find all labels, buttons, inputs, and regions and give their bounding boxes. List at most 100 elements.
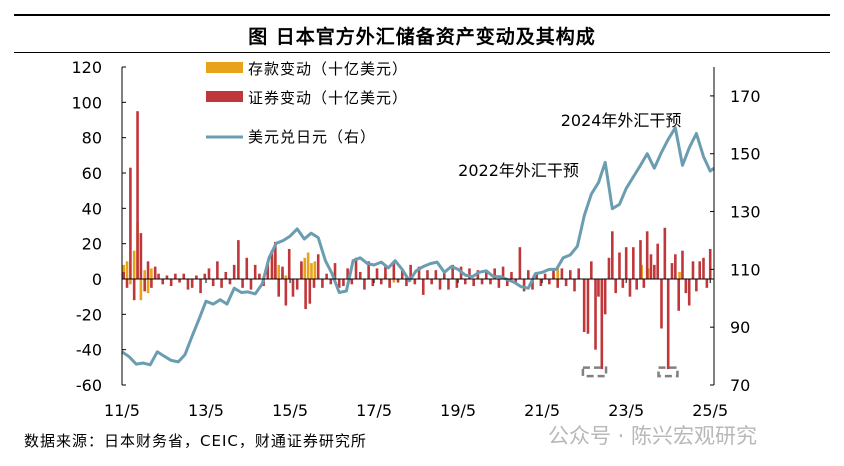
securities-bar — [698, 261, 702, 279]
securities-bar — [438, 279, 442, 290]
securities-bar — [392, 263, 396, 279]
securities-bar — [371, 279, 375, 287]
securities-bar — [597, 279, 600, 297]
securities-bar — [325, 273, 328, 279]
right-tick-label: 150 — [730, 145, 761, 164]
left-tick-label: -60 — [76, 376, 102, 395]
securities-bar — [560, 268, 564, 279]
left-tick-label: 120 — [71, 58, 102, 77]
x-tick-label: 17/5 — [356, 401, 392, 420]
securities-bar — [663, 227, 667, 279]
securities-bar — [195, 275, 198, 279]
securities-bar — [674, 254, 677, 279]
title-bar: 图 日本官方外汇储备资产变动及其构成 — [14, 14, 830, 53]
usdjpy-line — [121, 126, 715, 367]
securities-bar — [153, 266, 157, 279]
securities-bar — [480, 279, 484, 285]
securities-bar — [174, 273, 177, 279]
left-tick-label: 60 — [82, 164, 102, 183]
securities-bar — [146, 261, 150, 279]
securities-bar — [582, 279, 586, 332]
securities-bar — [220, 279, 223, 288]
securities-bar — [122, 271, 125, 279]
intervention-box — [581, 366, 608, 378]
securities-bar — [695, 279, 698, 292]
securities-bar — [677, 279, 681, 311]
deposit-bar — [143, 270, 146, 279]
securities-bar — [304, 279, 307, 310]
x-tick-label: 25/5 — [692, 401, 728, 420]
securities-bar — [258, 273, 261, 279]
right-tick-label: 110 — [730, 260, 761, 279]
securities-bar — [291, 279, 295, 297]
deposit-bar — [125, 261, 129, 279]
securities-bar — [199, 279, 202, 294]
securities-bar — [642, 279, 646, 288]
securities-bar — [308, 279, 312, 304]
left-tick-label: 80 — [82, 129, 102, 148]
securities-bar — [687, 279, 691, 306]
securities-bar — [253, 264, 257, 279]
deposit-bar — [277, 264, 281, 279]
securities-bar — [216, 261, 219, 279]
securities-bar — [182, 273, 186, 279]
securities-bar — [207, 268, 211, 279]
securities-bar — [409, 264, 412, 279]
deposit-bar — [129, 279, 132, 285]
securities-bar — [228, 279, 232, 285]
securities-bar — [321, 279, 324, 288]
securities-bar — [384, 266, 387, 279]
securities-bar — [277, 279, 281, 297]
legend-label: 存款变动（十亿美元） — [248, 60, 408, 78]
securities-bar — [656, 243, 659, 279]
securities-bar — [211, 279, 215, 287]
securities-bar — [165, 275, 169, 279]
intervention-box — [657, 366, 679, 378]
securities-bar — [463, 279, 467, 285]
securities-bar — [442, 271, 446, 279]
deposit-bar — [556, 268, 560, 279]
securities-bar — [684, 279, 688, 294]
securities-bar — [518, 247, 522, 279]
securities-bar — [660, 279, 663, 329]
chart-title: 图 日本官方外汇储备资产变动及其构成 — [248, 26, 596, 48]
deposit-bar — [306, 252, 310, 279]
x-tick-label: 13/5 — [188, 401, 224, 420]
securities-bar — [702, 257, 705, 279]
securities-bar — [224, 271, 228, 279]
securities-bar — [333, 263, 337, 279]
securities-bar — [329, 279, 333, 285]
securities-bar — [573, 279, 576, 292]
securities-bar — [600, 279, 604, 370]
securities-bar — [618, 252, 621, 279]
securities-bar — [577, 268, 581, 279]
watermark: 公众号 · 陈兴宏观研究 — [548, 424, 758, 448]
securities-bar — [621, 279, 625, 288]
deposit-bar — [132, 250, 136, 279]
securities-bar — [161, 279, 165, 285]
securities-bar — [708, 248, 712, 279]
securities-bar — [400, 270, 404, 279]
securities-bar — [379, 279, 383, 285]
securities-bar — [270, 250, 274, 279]
intervention-label: 2022年外汇干预 — [458, 161, 579, 180]
securities-bar — [666, 279, 670, 370]
securities-bar — [125, 279, 129, 288]
securities-bar — [284, 279, 288, 306]
securities-bar — [417, 266, 421, 279]
securities-bar — [413, 279, 417, 285]
axes: 120 100 80 60 40 20 0 -20 -40 -60 170 150 130 110 90 70… — [71, 58, 760, 420]
securities-bar — [405, 279, 408, 287]
securities-bar — [603, 279, 607, 315]
securities-bar — [129, 167, 132, 279]
securities-bar — [249, 279, 253, 290]
intervention-label: 2024年外汇干预 — [561, 111, 682, 130]
chart: 2022年外汇干预 2024年外汇干预 120 100 80 60 40 20 0 -20 -40… — [71, 58, 760, 420]
securities-bar — [705, 279, 709, 288]
x-tick-label: 21/5 — [524, 401, 560, 420]
securities-bar — [497, 279, 501, 288]
securities-bar — [547, 279, 551, 285]
securities-bar — [543, 273, 547, 279]
securities-bar — [354, 257, 358, 279]
securities-bar — [190, 279, 194, 288]
